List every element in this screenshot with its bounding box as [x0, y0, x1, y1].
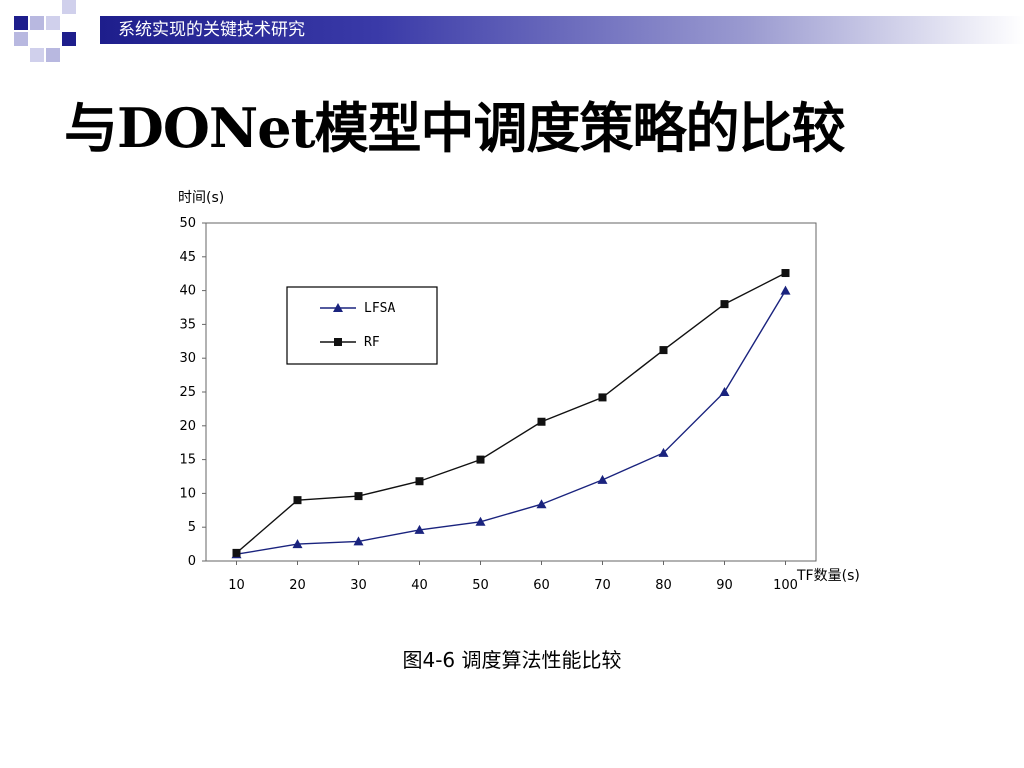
x-tick-label: 90: [716, 578, 733, 593]
y-tick-label: 35: [179, 317, 196, 332]
title-prefix: 与: [64, 96, 118, 160]
y-tick-label: 5: [188, 520, 196, 535]
y-tick-label: 45: [179, 250, 196, 265]
legend: LFSA RF: [286, 286, 438, 365]
slide-title: 与DONet模型中调度策略的比较: [64, 84, 846, 163]
data-point-lfsa: [292, 539, 303, 549]
data-point-lfsa: [780, 285, 791, 295]
y-tick-label: 30: [179, 351, 196, 366]
header-square-dark: [14, 16, 28, 30]
series-line-lfsa: [236, 290, 787, 555]
data-point-rf: [476, 455, 485, 464]
header-square-dark: [62, 32, 76, 46]
y-tick-label: 10: [179, 486, 196, 501]
x-tick-label: 50: [472, 578, 489, 593]
header-text: 系统实现的关键技术研究: [118, 20, 305, 40]
x-tick-label: 100: [773, 578, 798, 593]
x-tick-label: 30: [350, 578, 367, 593]
legend-label-lfsa: LFSA: [364, 301, 395, 316]
data-point-lfsa: [658, 447, 669, 457]
figure-caption: 图4-6 调度算法性能比较: [402, 648, 622, 672]
data-point-rf: [415, 477, 424, 486]
y-axis-label: 时间(s): [178, 190, 224, 206]
title-suffix: 模型中调度策略的比较: [314, 96, 846, 160]
legend-label-rf: RF: [364, 335, 380, 350]
data-point-rf: [293, 496, 302, 505]
legend-box: [286, 286, 438, 365]
header-square-light: [46, 48, 60, 62]
y-tick-label: 40: [179, 284, 196, 299]
data-point-lfsa: [414, 524, 425, 534]
x-tick-label: 20: [289, 578, 306, 593]
data-point-rf: [354, 492, 363, 501]
header-square-light: [30, 48, 44, 62]
data-point-lfsa: [597, 474, 608, 484]
header-square-light: [46, 16, 60, 30]
legend-marker-rf: [334, 338, 342, 346]
data-point-lfsa: [536, 499, 547, 509]
y-tick-label: 25: [179, 385, 196, 400]
line-chart: 时间(s) 0 5 10 15 20 25 30 35 40 45 50 10 20 30 40 50 60 7…: [178, 190, 860, 593]
data-point-rf: [781, 269, 790, 278]
x-tick-label: 70: [594, 578, 611, 593]
header-square-light: [14, 32, 28, 46]
data-point-rf: [232, 548, 241, 557]
legend-marker-lfsa: [333, 303, 343, 312]
y-tick-label: 50: [179, 216, 196, 231]
data-point-lfsa: [719, 387, 730, 396]
y-tick-label: 20: [179, 419, 196, 434]
series-line-rf: [236, 272, 786, 554]
x-tick-label: 60: [533, 578, 550, 593]
header-bar: [100, 16, 1024, 44]
data-point-lfsa: [475, 516, 486, 526]
data-point-rf: [537, 417, 546, 426]
header-square-light: [30, 16, 44, 30]
data-point-lfsa: [353, 536, 364, 546]
x-tick-label: 40: [411, 578, 428, 593]
data-point-rf: [720, 300, 729, 309]
title-bold: DONet: [117, 96, 316, 160]
x-tick-label: 10: [228, 578, 245, 593]
x-axis-label: TF数量(s): [796, 568, 860, 584]
y-tick-label: 15: [179, 453, 196, 468]
data-point-rf: [598, 393, 607, 402]
header-square-light: [62, 0, 76, 14]
x-tick-label: 80: [655, 578, 672, 593]
data-point-rf: [659, 346, 668, 355]
y-tick-label: 0: [188, 554, 196, 569]
